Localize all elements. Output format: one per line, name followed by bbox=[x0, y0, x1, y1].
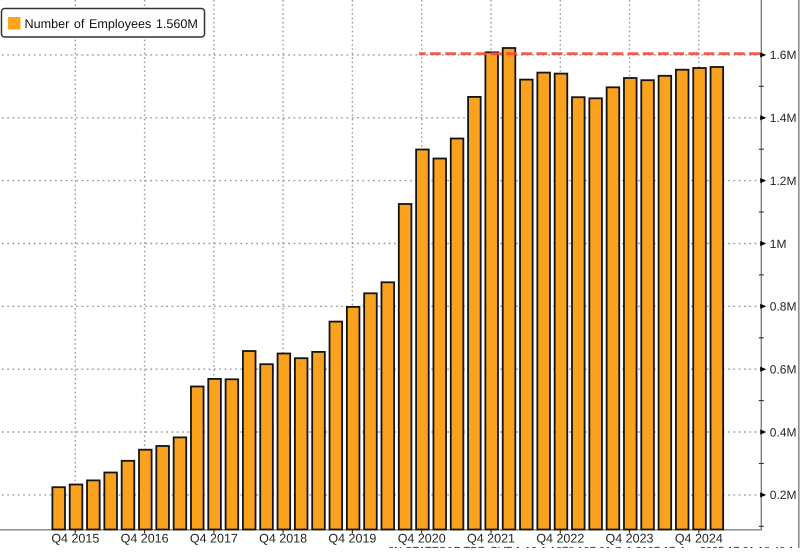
svg-text:0.2M: 0.2M bbox=[770, 488, 797, 502]
svg-text:1.6M: 1.6M bbox=[770, 48, 797, 62]
svg-text:0.6M: 0.6M bbox=[770, 363, 797, 377]
svg-text:1.2M: 1.2M bbox=[770, 174, 797, 188]
svg-text:Q4 2016: Q4 2016 bbox=[121, 532, 169, 546]
svg-text:0.4M: 0.4M bbox=[770, 425, 797, 439]
svg-text:Q4 2017: Q4 2017 bbox=[190, 532, 238, 546]
svg-text:Number of Employees 1.560M: Number of Employees 1.560M bbox=[25, 17, 198, 31]
svg-text:Q4 2024: Q4 2024 bbox=[675, 532, 723, 546]
svg-text:Q4 2018: Q4 2018 bbox=[259, 532, 307, 546]
svg-text:1M: 1M bbox=[770, 237, 787, 251]
svg-text:Q4 2023: Q4 2023 bbox=[606, 532, 654, 546]
svg-text:Q4 2020: Q4 2020 bbox=[398, 532, 446, 546]
svg-text:Q4 2021: Q4 2021 bbox=[467, 532, 515, 546]
svg-text:0.8M: 0.8M bbox=[770, 300, 797, 314]
svg-text:Q4 2019: Q4 2019 bbox=[328, 532, 376, 546]
svg-text:Q4 2022: Q4 2022 bbox=[536, 532, 584, 546]
svg-text:Q4 2015: Q4 2015 bbox=[51, 532, 99, 546]
svg-text:1.4M: 1.4M bbox=[770, 111, 797, 125]
